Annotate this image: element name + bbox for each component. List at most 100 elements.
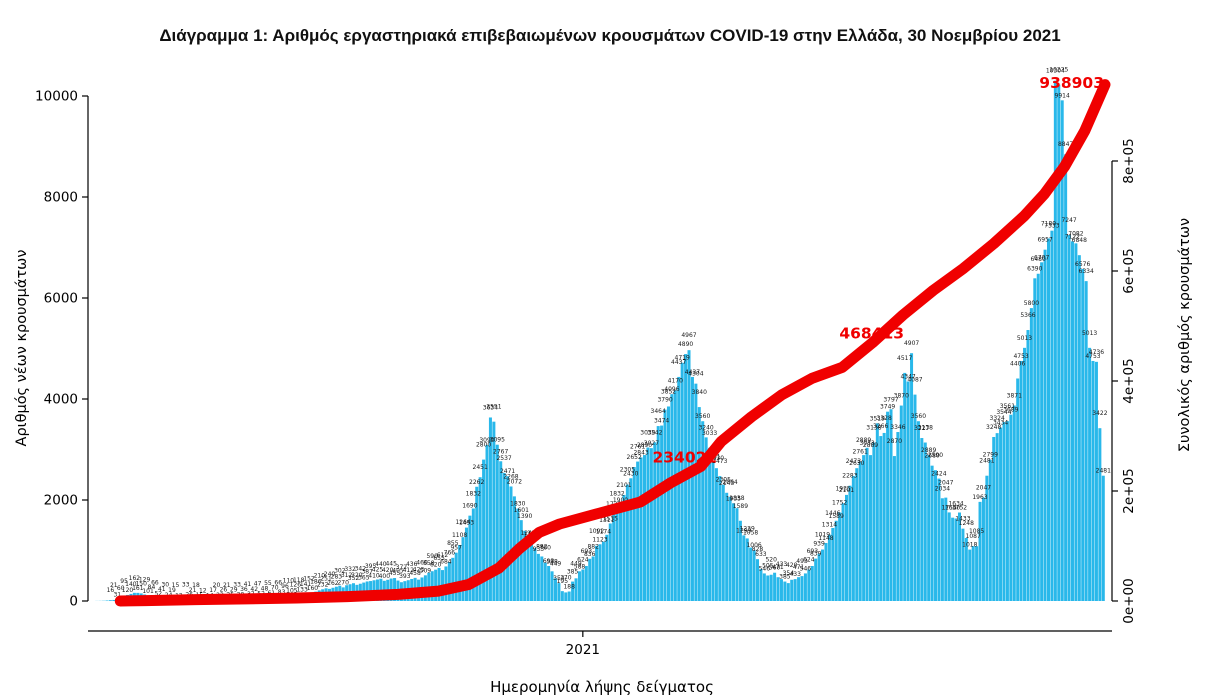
svg-text:560: 560 [769,565,781,572]
svg-text:546: 546 [759,565,771,572]
svg-text:2473: 2473 [846,458,861,465]
svg-text:21: 21 [189,587,197,594]
svg-text:395: 395 [365,563,377,570]
svg-text:466: 466 [416,560,428,567]
svg-text:2305: 2305 [620,467,635,474]
svg-text:3519: 3519 [870,415,885,422]
svg-text:2473: 2473 [712,458,727,465]
svg-text:4967: 4967 [681,332,696,339]
svg-text:2262: 2262 [469,479,484,486]
svg-text:129: 129 [139,577,151,584]
svg-text:96: 96 [281,583,289,590]
svg-text:30: 30 [161,582,169,589]
svg-text:320: 320 [351,572,363,579]
svg-text:66: 66 [274,580,282,587]
svg-text:8000: 8000 [44,190,78,206]
svg-text:1690: 1690 [462,503,477,510]
svg-text:957: 957 [450,545,462,552]
svg-text:588: 588 [574,563,586,570]
svg-text:6480: 6480 [1031,256,1046,263]
svg-text:836: 836 [584,551,596,558]
svg-text:449: 449 [570,560,582,567]
svg-text:839: 839 [810,551,822,558]
svg-text:2e+05: 2e+05 [1121,468,1137,513]
svg-text:2064: 2064 [722,479,737,486]
svg-text:270: 270 [337,579,349,586]
svg-text:3033: 3033 [702,430,717,437]
svg-text:60: 60 [117,585,125,592]
svg-text:2890: 2890 [637,442,652,449]
svg-text:938903: 938903 [1039,74,1104,92]
svg-text:1006: 1006 [746,542,761,549]
svg-text:4437: 4437 [671,359,686,366]
svg-text:3689: 3689 [1003,407,1018,414]
svg-text:5013: 5013 [1082,330,1097,337]
svg-text:3749: 3749 [880,404,895,411]
svg-text:10000: 10000 [35,89,78,105]
svg-text:590: 590 [426,553,438,560]
svg-text:760: 760 [539,545,551,552]
svg-text:385: 385 [567,569,579,576]
svg-text:29: 29 [230,587,238,594]
svg-text:83: 83 [278,589,286,596]
svg-text:433: 433 [776,561,788,568]
svg-text:2034: 2034 [935,485,950,492]
svg-text:5800: 5800 [1024,300,1039,307]
svg-text:2047: 2047 [976,485,991,492]
svg-text:2870: 2870 [887,438,902,445]
svg-text:2481: 2481 [979,458,994,465]
svg-text:8847: 8847 [1058,141,1073,148]
svg-text:1634: 1634 [948,501,963,508]
svg-text:188: 188 [563,584,575,591]
svg-text:26: 26 [220,587,228,594]
svg-text:105: 105 [286,588,298,595]
svg-text:372: 372 [396,564,408,571]
svg-text:882: 882 [536,544,548,551]
svg-text:1832: 1832 [466,491,481,498]
svg-text:684: 684 [440,559,452,566]
svg-text:588: 588 [546,558,558,565]
svg-text:36: 36 [240,586,248,593]
svg-text:162: 162 [129,575,141,582]
svg-text:2889: 2889 [856,437,871,444]
svg-text:1019: 1019 [815,532,830,539]
svg-text:1108: 1108 [452,532,467,539]
svg-text:332: 332 [344,566,356,573]
svg-text:6000: 6000 [44,291,78,307]
svg-text:2652: 2652 [627,454,642,461]
svg-text:4753: 4753 [1085,353,1100,360]
svg-text:302: 302 [334,568,346,575]
svg-text:471: 471 [793,564,805,571]
svg-text:283: 283 [331,574,343,581]
svg-text:4096: 4096 [664,386,679,393]
svg-text:385: 385 [779,574,791,581]
svg-text:1299: 1299 [736,527,751,534]
svg-text:1148: 1148 [818,535,833,542]
svg-text:2471: 2471 [500,468,515,475]
svg-text:1314: 1314 [822,522,837,529]
svg-text:1935: 1935 [726,495,741,502]
svg-text:150: 150 [135,580,147,587]
svg-text:423: 423 [413,567,425,574]
svg-text:4753: 4753 [1013,353,1028,360]
svg-text:440: 440 [375,561,387,568]
svg-text:21: 21 [223,582,231,589]
svg-text:6848: 6848 [1072,237,1087,244]
svg-text:3840: 3840 [692,389,707,396]
svg-text:2761: 2761 [853,449,868,456]
svg-text:436: 436 [406,561,418,568]
svg-text:0: 0 [69,594,78,610]
svg-text:3871: 3871 [1007,393,1022,400]
svg-text:48: 48 [261,586,269,593]
svg-text:31: 31 [113,591,121,598]
svg-text:3227: 3227 [914,425,929,432]
svg-text:2680: 2680 [924,453,939,460]
svg-text:2843: 2843 [633,449,648,456]
svg-text:110: 110 [283,577,295,584]
svg-text:33: 33 [233,581,241,588]
svg-text:624: 624 [803,557,815,564]
svg-text:6334: 6334 [1079,268,1094,275]
svg-text:1535: 1535 [603,516,618,523]
svg-text:3544: 3544 [996,409,1011,416]
svg-text:52: 52 [154,590,162,597]
